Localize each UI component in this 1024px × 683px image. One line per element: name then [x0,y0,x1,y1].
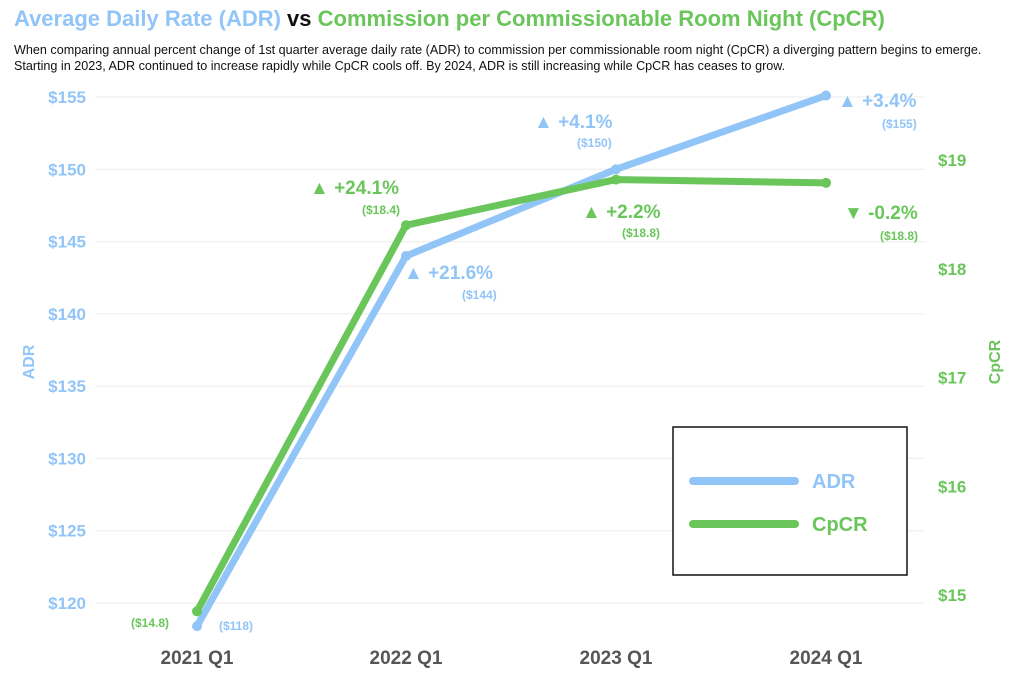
legend-label-cpcr: CpCR [812,514,868,536]
cpcr-change-label: ▲ +24.1% [310,178,399,199]
cpcr-point [192,606,202,617]
adr-point [821,90,831,101]
cpcr-value-label: ($18.8) [880,229,918,243]
left-tick-label: $130 [48,449,86,468]
title-cpcr: Commission per Commissionable Room Night… [317,6,885,31]
left-tick-label: $120 [48,594,86,613]
right-tick-label: $15 [938,586,966,605]
left-tick-label: $155 [48,88,86,107]
left-tick-label: $150 [48,160,86,179]
adr-point [192,621,202,632]
legend-label-adr: ADR [812,471,856,493]
adr-value-label: ($144) [462,288,497,302]
x-tick-label: 2023 Q1 [580,648,653,669]
adr-value-label: ($150) [577,136,612,150]
left-tick-label: $145 [48,233,86,252]
cpcr-point [821,177,831,188]
right-tick-label: $16 [938,477,966,496]
right-tick-label: $19 [938,151,966,170]
title-vs: vs [280,6,318,31]
cpcr-value-label: ($14.8) [131,616,169,630]
right-tick-label: $17 [938,369,966,388]
right-tick-label: $18 [938,260,966,279]
right-axis-label: CpCR [987,339,1004,384]
adr-point [401,251,411,262]
title-adr: Average Daily Rate (ADR) [14,6,281,31]
series-line-adr [193,92,830,630]
chart-title: Average Daily Rate (ADR) vs Commission p… [14,6,885,32]
cpcr-value-label: ($18.4) [362,203,400,217]
cpcr-point [401,220,411,231]
adr-value-label: ($155) [882,117,917,131]
left-tick-label: $140 [48,305,86,324]
series-line-cpcr [193,176,830,615]
adr-value-label: ($118) [219,619,253,633]
cpcr-value-label: ($18.8) [622,226,660,240]
x-tick-label: 2022 Q1 [370,648,443,669]
cpcr-change-label: ▼ -0.2% [844,203,918,224]
cpcr-point [611,174,621,185]
x-tick-label: 2021 Q1 [161,648,234,669]
chart-subtitle: When comparing annual percent change of … [14,43,982,73]
x-tick-label: 2024 Q1 [790,648,863,669]
adr-change-label: ▲ +21.6% [404,263,493,284]
cpcr-change-label: ▲ +2.2% [582,202,661,223]
left-tick-label: $125 [48,522,86,541]
left-axis-label: ADR [21,344,38,379]
adr-point [611,164,621,175]
legend-box [672,426,908,576]
left-tick-label: $135 [48,377,86,396]
adr-change-label: ▲ +4.1% [534,112,613,133]
adr-change-label: ▲ +3.4% [838,91,917,112]
